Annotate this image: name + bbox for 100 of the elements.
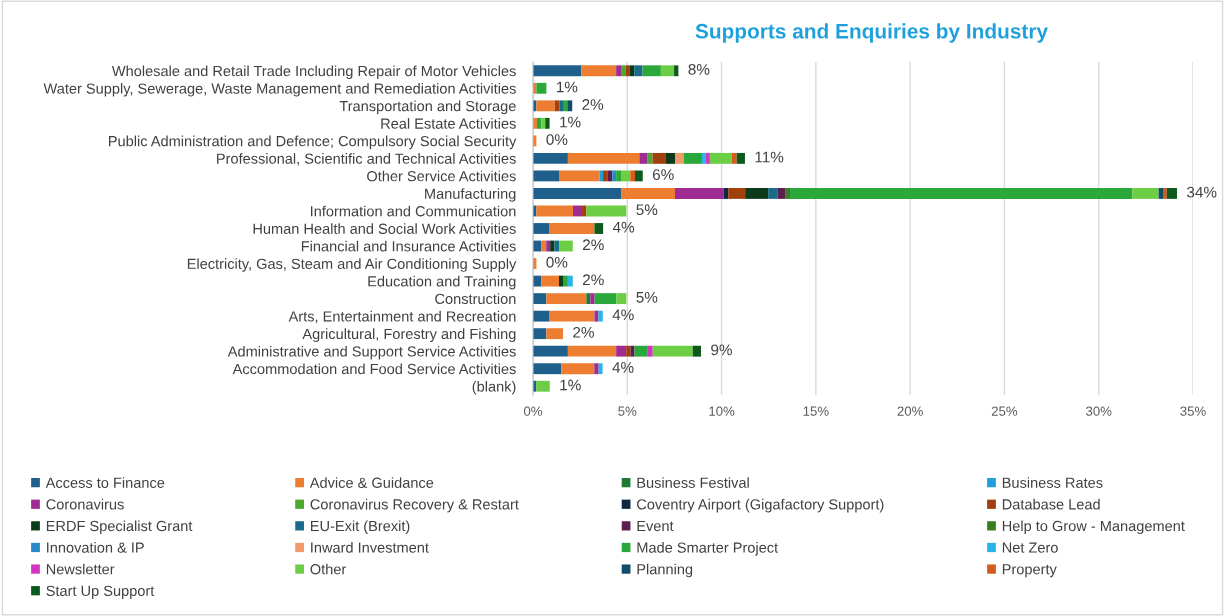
- bar: [621, 65, 626, 77]
- x-tick-label: 15%: [803, 406, 829, 416]
- bar: [559, 170, 600, 182]
- bar: [561, 363, 595, 375]
- bar: [728, 188, 746, 199]
- bar: [536, 82, 547, 94]
- bar: [616, 170, 622, 182]
- bar: [549, 310, 595, 322]
- y-tick-label: (blank): [472, 380, 516, 395]
- bar: [647, 152, 653, 164]
- y-tick-label: Professional, Scientific and Technical Activities: [217, 153, 516, 166]
- total-label: 2%: [582, 274, 604, 286]
- bar: [533, 363, 562, 375]
- bar: [562, 100, 568, 112]
- legend-label: Innovation & IP: [47, 542, 144, 553]
- y-tick-label: Transportation and Storage: [339, 100, 516, 115]
- bar: [541, 275, 560, 287]
- legend-label: Start Up Support: [46, 585, 155, 599]
- bar: [692, 345, 702, 357]
- x-tick-label: 25%: [991, 406, 1018, 416]
- total-label: 6%: [652, 169, 674, 181]
- y-tick-label: Education and Training: [368, 275, 516, 290]
- y-tick-label: Manufacturing: [425, 188, 516, 202]
- y-tick-label: Financial and Insurance Activities: [301, 240, 516, 252]
- bar: [630, 345, 635, 357]
- bar: [621, 170, 631, 182]
- y-tick-label: Other Service Activities: [367, 170, 516, 182]
- bar: [536, 205, 573, 217]
- bar: [546, 240, 551, 252]
- bar: [545, 117, 550, 129]
- total-label: 1%: [560, 116, 581, 128]
- bar: [533, 310, 550, 322]
- bar: [629, 65, 635, 77]
- legend-label: Newsletter: [46, 563, 115, 575]
- y-tick-label: Agricultural, Forestry and Fishing: [302, 328, 516, 342]
- bar: [607, 170, 613, 182]
- total-label: 2%: [573, 326, 594, 338]
- bar: [674, 65, 679, 77]
- total-label: 2%: [582, 239, 604, 251]
- bar: [731, 152, 737, 164]
- bar: [533, 65, 582, 77]
- bar: [1163, 188, 1167, 199]
- bar: [559, 240, 573, 252]
- bar: [594, 293, 617, 305]
- bar: [541, 240, 547, 252]
- bar: [567, 345, 617, 357]
- bar: [554, 240, 560, 252]
- bar: [665, 152, 675, 164]
- total-label: 4%: [612, 362, 634, 373]
- legend-label: Business Rates: [1002, 477, 1103, 488]
- bar: [546, 328, 563, 340]
- legend-label: Property: [1002, 564, 1057, 578]
- legend-label: Coventry Airport (Gigafactory Support): [637, 498, 884, 513]
- x-tick-label: 5%: [618, 406, 637, 416]
- bar: [546, 293, 587, 305]
- bar: [598, 363, 603, 375]
- total-label: 1%: [560, 379, 581, 391]
- legend-label: ERDF Specialist Grant: [46, 520, 193, 535]
- bar: [567, 275, 573, 287]
- x-tick-label: 35%: [1180, 406, 1206, 416]
- bar: [652, 345, 693, 357]
- bar: [541, 117, 546, 129]
- chart-title: Supports and Enquiries by Industry: [695, 23, 1048, 43]
- bar: [549, 223, 595, 234]
- bar: [602, 170, 608, 182]
- bar: [647, 345, 653, 357]
- y-tick-label: Wholesale and Retail Trade Including Repair of Motor Vehicles: [111, 65, 516, 80]
- bar: [533, 170, 560, 182]
- legend-label: Help to Grow - Management: [1002, 520, 1185, 535]
- bar: [581, 65, 617, 77]
- bar: [616, 65, 622, 77]
- bar: [533, 188, 622, 199]
- bar: [533, 152, 568, 164]
- bar: [652, 152, 666, 164]
- total-label: 2%: [582, 99, 604, 110]
- y-tick-label: Construction: [435, 293, 516, 305]
- legend-label: Event: [637, 520, 674, 532]
- bar: [562, 275, 568, 287]
- bar: [598, 310, 603, 322]
- bar: [634, 65, 643, 77]
- bar: [790, 188, 1133, 199]
- bar: [660, 65, 675, 77]
- bar: [572, 205, 583, 217]
- x-tick-label: 20%: [897, 406, 923, 416]
- y-tick-label: Electricity, Gas, Steam and Air Conditioning Supply: [187, 258, 517, 272]
- bar: [1158, 188, 1164, 199]
- y-tick-label: Information and Communication: [310, 205, 516, 217]
- x-tick-label: 0%: [523, 406, 543, 416]
- legend-label: Made Smarter Project: [637, 542, 779, 556]
- bar: [701, 152, 706, 164]
- legend-label: Other: [310, 563, 347, 575]
- bar: [536, 380, 550, 392]
- total-label: 5%: [636, 204, 658, 216]
- bar: [533, 328, 547, 340]
- total-label: 34%: [1186, 186, 1217, 198]
- bar: [1132, 188, 1159, 199]
- legend-label: Inward Investment: [311, 542, 429, 553]
- legend-label: Planning: [637, 563, 693, 578]
- y-tick-label: Real Estate Activities: [381, 118, 516, 129]
- bar: [559, 275, 563, 287]
